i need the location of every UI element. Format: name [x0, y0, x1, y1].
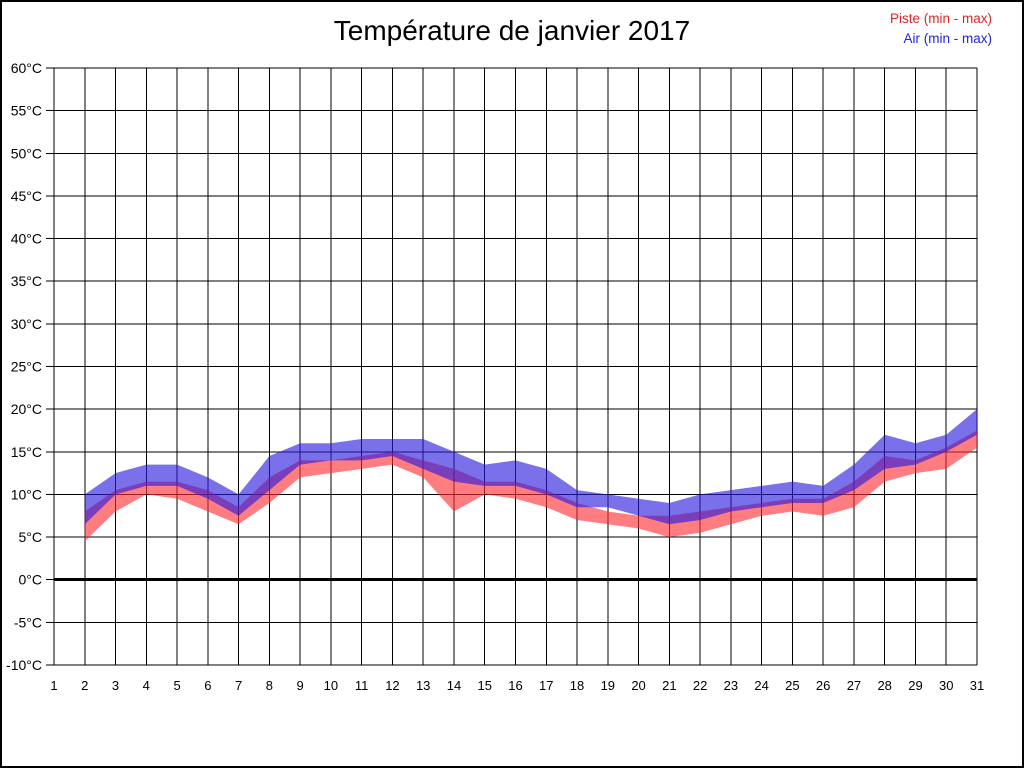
- y-axis-label: 15°C: [11, 444, 42, 460]
- x-axis-label: 14: [447, 678, 461, 693]
- y-axis-ticks: [46, 67, 54, 666]
- x-axis-label: 7: [235, 678, 242, 693]
- x-axis-label: 27: [847, 678, 861, 693]
- y-axis-label: -5°C: [14, 614, 42, 630]
- x-axis-label: 12: [385, 678, 399, 693]
- x-axis-label: 3: [112, 678, 119, 693]
- piste-band: [84, 430, 978, 542]
- y-axis-label: 50°C: [11, 145, 42, 161]
- air-band: [84, 409, 978, 525]
- x-axis-label: 19: [601, 678, 615, 693]
- y-axis-label: 30°C: [11, 316, 42, 332]
- x-axis-label: 28: [877, 678, 891, 693]
- x-axis-label: 17: [539, 678, 553, 693]
- x-axis-label: 15: [477, 678, 491, 693]
- x-axis-label: 22: [693, 678, 707, 693]
- x-axis-label: 29: [908, 678, 922, 693]
- y-axis-label: -10°C: [6, 657, 42, 673]
- x-axis-label: 8: [266, 678, 273, 693]
- y-axis-label: 60°C: [11, 60, 42, 76]
- x-axis-label: 25: [785, 678, 799, 693]
- x-axis-label: 24: [754, 678, 768, 693]
- x-axis-label: 10: [324, 678, 338, 693]
- y-axis-label: 5°C: [19, 529, 43, 545]
- x-axis-label: 13: [416, 678, 430, 693]
- x-axis-label: 1: [50, 678, 57, 693]
- x-axis-label: 4: [143, 678, 150, 693]
- legend-item-piste: Piste (min - max): [889, 11, 992, 26]
- chart-legend: Piste (min - max) Air (min - max): [890, 9, 992, 49]
- x-axis-label: 20: [631, 678, 645, 693]
- y-axis-label: 20°C: [11, 401, 42, 417]
- x-axis-label: 9: [297, 678, 304, 693]
- x-axis-label: 5: [173, 678, 180, 693]
- y-axis-label: 40°C: [11, 231, 42, 247]
- x-axis-label: 23: [724, 678, 738, 693]
- legend-item-air: Air (min - max): [903, 31, 993, 46]
- x-axis-label: 30: [939, 678, 953, 693]
- y-axis-label: 0°C: [19, 572, 43, 588]
- x-axis-label: 6: [204, 678, 211, 693]
- chart-title: Température de janvier 2017: [333, 15, 691, 46]
- x-axis-label: 16: [508, 678, 522, 693]
- x-axis-label: 26: [816, 678, 830, 693]
- x-axis-label: 21: [662, 678, 676, 693]
- y-axis-label: 25°C: [11, 359, 42, 375]
- x-axis-labels: 1 2 3 4 5 6 7 8 9 10 11 12 13 14 15 16 17 18 19 20 21 22 23 24 2…: [50, 678, 984, 693]
- x-axis-label: 2: [81, 678, 88, 693]
- y-axis-label: 55°C: [11, 103, 42, 119]
- grid: [53, 67, 978, 666]
- y-axis-label: 35°C: [11, 273, 42, 289]
- x-axis-label: 31: [970, 678, 984, 693]
- y-axis-labels: 60°C 55°C 50°C 45°C 40°C 35°C 30°C 25°C 20°C 15°C…: [6, 60, 42, 673]
- y-axis-label: 10°C: [11, 486, 42, 502]
- y-axis-label: 45°C: [11, 188, 42, 204]
- x-axis-label: 18: [570, 678, 584, 693]
- x-axis-label: 11: [355, 678, 369, 693]
